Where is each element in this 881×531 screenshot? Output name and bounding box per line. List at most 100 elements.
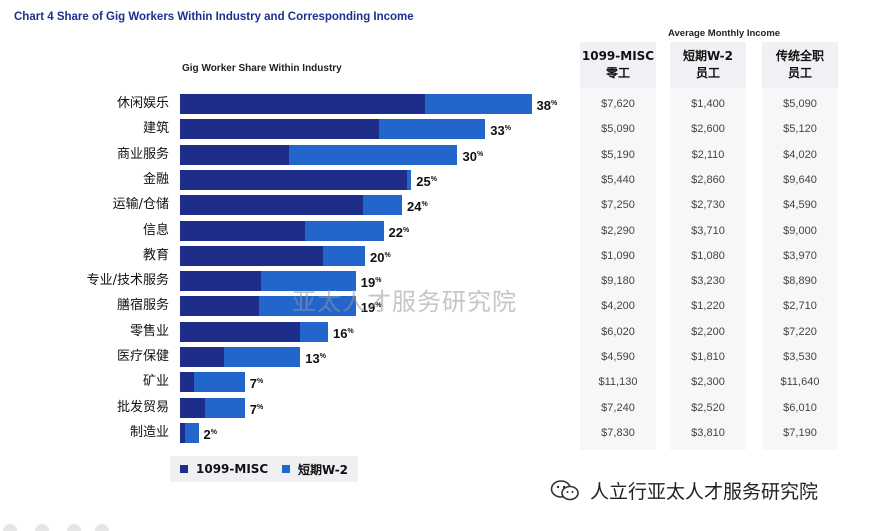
income-column-header-w2: 短期W-2 员工 (670, 42, 746, 88)
income-cell: $1,220 (691, 300, 725, 312)
legend-item-1099: 1099-MISC (170, 456, 279, 482)
income-cell: $5,440 (601, 174, 635, 186)
category-label: 膳宿服务 (116, 298, 169, 313)
bar-segment-w2 (289, 145, 458, 165)
income-cell: $9,640 (783, 174, 817, 186)
category-label: 运输/仓储 (112, 197, 169, 212)
bar-segment-1099 (180, 271, 262, 291)
bar-total-label: 25% (416, 174, 437, 189)
category-label: 零售业 (129, 324, 169, 339)
income-section-label: Average Monthly Income (668, 28, 781, 39)
income-cell: $7,240 (601, 402, 635, 414)
chart-title: Chart 4 Share of Gig Workers Within Indu… (14, 11, 414, 23)
income-column-shade-1099 (580, 88, 656, 450)
category-label: 教育 (142, 248, 169, 263)
income-column-header-1099: 1099-MISC 零工 (580, 42, 656, 88)
income-cell: $3,530 (783, 351, 817, 363)
bar-total-label: 22% (388, 225, 410, 240)
footer-brand: 人立行亚太人才服务研究院 (550, 477, 818, 504)
income-cell: $6,010 (783, 402, 817, 414)
bar-total-label: 20% (370, 250, 391, 265)
income-cell: $8,890 (783, 275, 817, 287)
bar-segment-w2 (425, 94, 532, 114)
income-cell: $2,300 (691, 376, 725, 388)
income-cell: $1,090 (601, 250, 635, 262)
income-cell: $7,620 (601, 98, 635, 110)
bar-segment-1099 (180, 170, 407, 190)
category-label: 医疗保健 (116, 349, 169, 364)
income-cell: $4,200 (601, 300, 635, 312)
income-column-shade-fulltime (762, 88, 838, 450)
income-cell: $7,220 (783, 326, 817, 338)
bar-segment-w2 (193, 372, 245, 392)
bar-segment-w2 (363, 195, 402, 215)
bar-total-label: 13% (305, 351, 326, 366)
income-cell: $5,090 (783, 98, 817, 110)
income-cell: $5,090 (601, 123, 635, 135)
income-cell: $9,000 (783, 225, 817, 237)
income-column-shade-w2 (670, 88, 746, 450)
income-cell: $7,190 (783, 427, 817, 439)
income-cell: $2,200 (691, 326, 725, 338)
income-cell: $3,810 (691, 427, 725, 439)
bar-segment-1099 (180, 94, 426, 114)
income-column-header-fulltime: 传统全职 员工 (762, 42, 838, 88)
income-cell: $2,520 (691, 402, 725, 414)
bar-segment-1099 (180, 372, 194, 392)
bar-segment-w2 (258, 296, 356, 316)
category-label: 批发贸易 (116, 400, 169, 415)
legend-swatch-w2 (282, 465, 290, 473)
income-cell: $2,730 (691, 199, 725, 211)
bar-total-label: 19% (360, 300, 382, 315)
bar-segment-w2 (323, 246, 365, 266)
bar-total-label: 19% (360, 275, 382, 290)
watermark-text: 亚太人才服务研究院 (292, 288, 517, 316)
bar-section-label: Gig Worker Share Within Industry (182, 63, 342, 74)
income-cell: $1,080 (691, 250, 725, 262)
bar-segment-w2 (378, 119, 486, 139)
income-cell: $1,810 (691, 351, 725, 363)
bar-total-label: 38% (536, 98, 558, 113)
bar-segment-1099 (180, 322, 301, 342)
income-cell: $7,250 (601, 199, 635, 211)
income-cell: $9,180 (601, 275, 635, 287)
income-cell: $2,600 (691, 123, 725, 135)
income-cell: $11,640 (780, 376, 820, 388)
category-label: 信息 (142, 223, 169, 238)
legend-label-1099: 1099-MISC (196, 462, 269, 476)
bar-segment-1099 (180, 246, 324, 266)
bar-total-label: 16% (333, 326, 354, 341)
bar-segment-1099 (180, 398, 205, 418)
legend-label-w2: 短期W-2 (298, 462, 349, 477)
bar-total-label: 7% (249, 402, 264, 417)
income-cell: $3,230 (691, 275, 725, 287)
category-label: 矿业 (142, 374, 169, 389)
category-label: 商业服务 (116, 147, 169, 162)
bar-segment-w2 (184, 423, 199, 443)
bar-segment-w2 (261, 271, 356, 291)
bar-segment-1099 (180, 347, 225, 367)
bar-segment-1099 (180, 296, 259, 316)
legend-item-w2: 短期W-2 (272, 456, 359, 482)
bar-segment-w2 (224, 347, 301, 367)
bar-total-label: 2% (203, 427, 217, 442)
category-label: 休闲娱乐 (116, 96, 169, 111)
income-cell: $3,710 (691, 225, 725, 237)
bar-segment-1099 (180, 423, 185, 443)
wechat-icon (550, 479, 579, 500)
income-cell: $11,130 (598, 376, 638, 388)
bar-total-label: 24% (407, 199, 428, 214)
bar-segment-1099 (180, 221, 305, 241)
category-label: 建筑 (142, 121, 169, 136)
income-cell: $3,970 (783, 250, 817, 262)
income-cell: $5,190 (601, 149, 635, 161)
income-cell: $5,120 (783, 123, 817, 135)
income-cell: $2,110 (691, 149, 725, 161)
income-cell: $7,830 (601, 427, 635, 439)
bar-segment-w2 (406, 170, 412, 190)
income-cell: $2,290 (601, 225, 635, 237)
income-cell: $4,590 (783, 199, 817, 211)
income-cell: $1,400 (691, 98, 725, 110)
decorative-dots (3, 524, 109, 531)
income-cell: $4,590 (601, 351, 635, 363)
